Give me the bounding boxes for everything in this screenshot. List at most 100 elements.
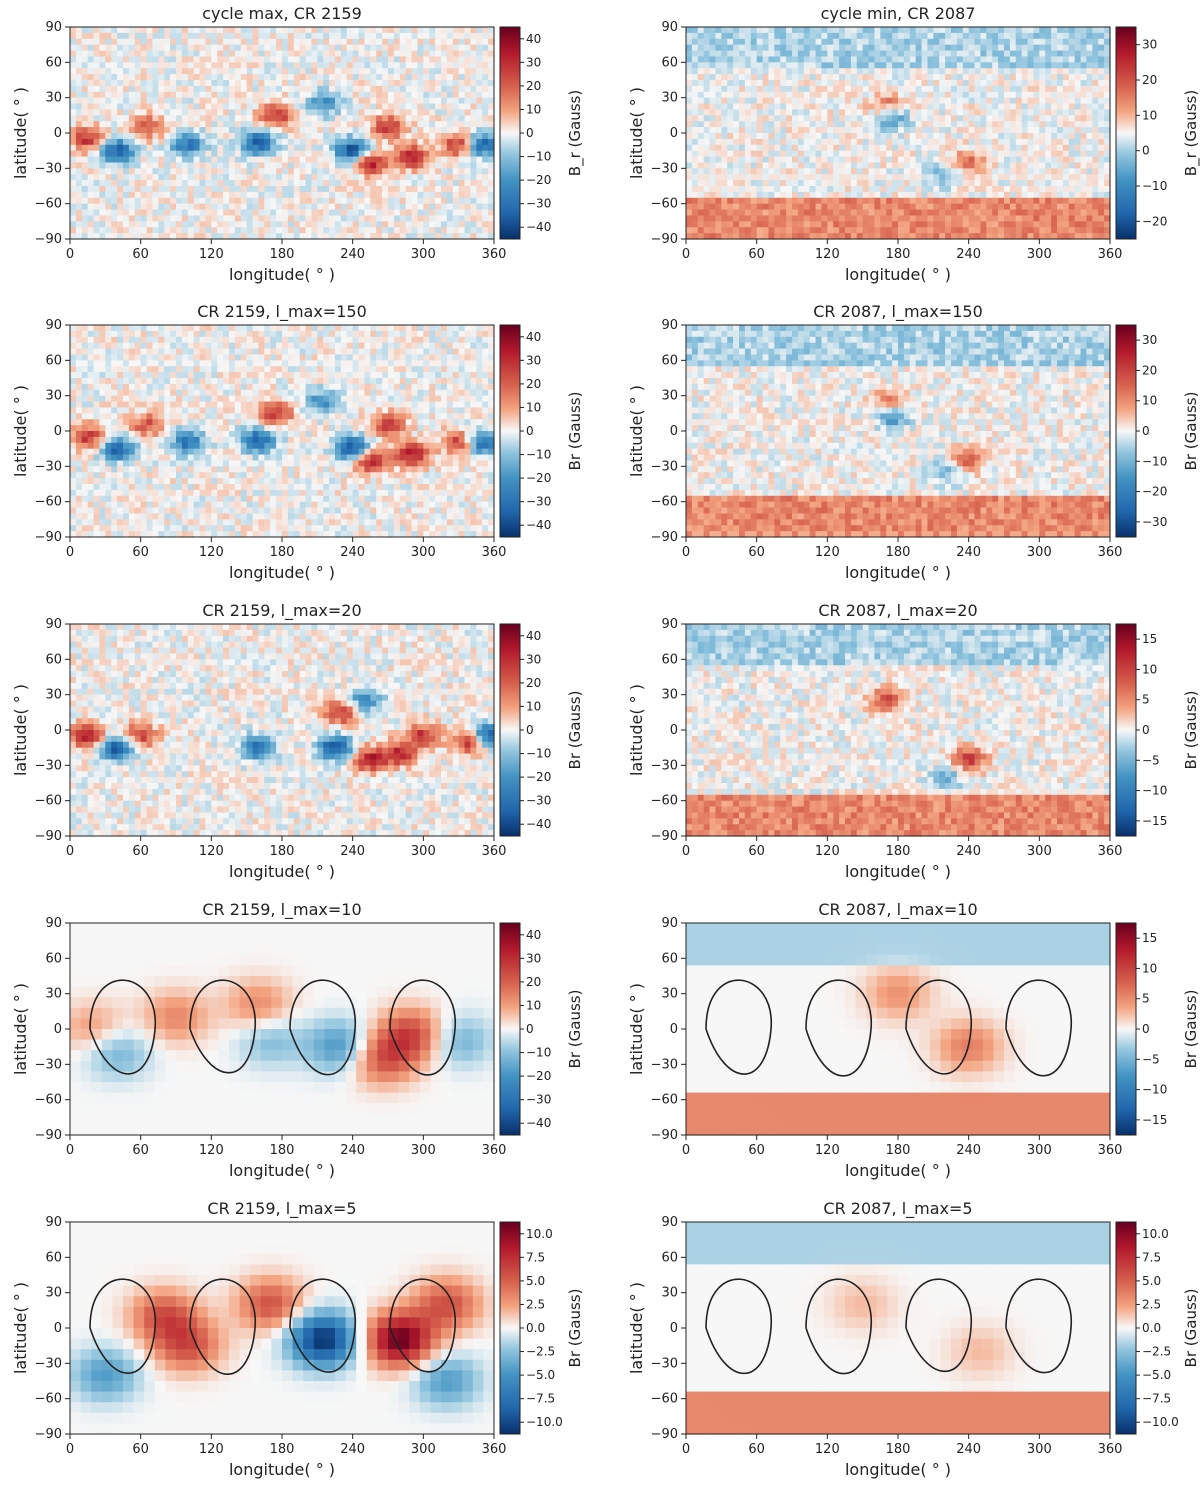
y-tick-label: −90 xyxy=(651,829,678,844)
colorbar-tick-label: 30 xyxy=(526,951,541,965)
y-tick-label: 0 xyxy=(670,424,678,439)
x-tick-label: 120 xyxy=(199,247,224,262)
chart-title: CR 2159, l_max=150 xyxy=(197,302,367,322)
x-tick-label: 300 xyxy=(411,1442,436,1457)
x-tick-label: 120 xyxy=(199,1442,224,1457)
y-tick-label: 30 xyxy=(661,688,678,703)
colorbar-tick-label: 10 xyxy=(1142,394,1157,408)
colorbar-tick-label: −10 xyxy=(1142,179,1167,193)
x-tick-label: 180 xyxy=(886,247,911,262)
colorbar-tick-label: 20 xyxy=(1142,363,1157,377)
y-axis-label: latitude( ° ) xyxy=(627,684,646,776)
colorbar-label: Br (Gauss) xyxy=(1182,990,1200,1069)
x-tick-label: 0 xyxy=(66,1143,74,1158)
x-tick-label: 0 xyxy=(682,1143,690,1158)
polarity-contour xyxy=(89,979,456,1076)
colorbar-label: Br (Gauss) xyxy=(566,691,584,770)
colorbar xyxy=(499,922,521,1136)
y-tick-label: −30 xyxy=(651,1356,678,1371)
chart-title: CR 2087, l_max=20 xyxy=(818,601,977,621)
y-axis-label: latitude( ° ) xyxy=(11,1282,30,1374)
y-tick-label: 0 xyxy=(54,126,62,141)
chart-panel-6: CR 2087, l_max=200 60 120 180 240 300 36090603… xyxy=(627,601,1200,881)
x-tick-label: 180 xyxy=(270,844,295,859)
colorbar-tick-label: 2.5 xyxy=(1142,1297,1161,1311)
x-tick-label: 60 xyxy=(132,247,149,262)
colorbar-tick-label: 5.0 xyxy=(526,1274,545,1288)
y-tick-label: −30 xyxy=(35,1356,62,1371)
y-axis-label: latitude( ° ) xyxy=(11,983,30,1075)
colorbar-tick-label: 10.0 xyxy=(1142,1227,1169,1241)
x-tick-label: 360 xyxy=(1098,1442,1123,1457)
y-tick-label: 30 xyxy=(661,1286,678,1301)
y-tick-label: 0 xyxy=(54,1022,62,1037)
colorbar-tick-label: 30 xyxy=(526,652,541,666)
colorbar-tick-label: 40 xyxy=(526,32,541,46)
colorbar-tick-label: −15 xyxy=(1142,1113,1167,1127)
chart-panel-10: CR 2087, l_max=50 60 120 180 240 300 360906030… xyxy=(627,1199,1200,1479)
chart-title: CR 2087, l_max=10 xyxy=(818,900,977,920)
colorbar-tick-label: −40 xyxy=(526,817,551,831)
chart-title: CR 2087, l_max=150 xyxy=(813,302,983,322)
chart-title: CR 2159, l_max=5 xyxy=(207,1199,356,1219)
heatmap-cells xyxy=(686,325,1111,538)
colorbar-tick-label: −20 xyxy=(1142,485,1167,499)
heatmap-cells xyxy=(686,624,1111,837)
x-tick-label: 180 xyxy=(270,1442,295,1457)
y-tick-label: −90 xyxy=(651,232,678,247)
y-tick-label: −90 xyxy=(35,1427,62,1442)
colorbar-tick-label: −5 xyxy=(1142,753,1160,767)
x-tick-label: 120 xyxy=(815,1442,840,1457)
colorbar-tick-label: 10 xyxy=(526,400,541,414)
x-axis-label: longitude( ° ) xyxy=(845,862,951,881)
x-tick-label: 0 xyxy=(66,247,74,262)
x-tick-label: 240 xyxy=(956,247,981,262)
heatmap-cells xyxy=(70,27,495,240)
chart-title: cycle min, CR 2087 xyxy=(821,4,976,23)
colorbar-label: Br (Gauss) xyxy=(566,990,584,1069)
colorbar xyxy=(1115,1221,1137,1435)
x-tick-label: 120 xyxy=(815,844,840,859)
colorbar-tick-label: −10 xyxy=(1142,454,1167,468)
colorbar-tick-label: 15 xyxy=(1142,931,1157,945)
x-tick-label: 180 xyxy=(270,545,295,560)
colorbar xyxy=(1115,324,1137,538)
colorbar-label: B_r (Gauss) xyxy=(566,90,585,176)
x-tick-label: 0 xyxy=(66,545,74,560)
y-tick-label: 60 xyxy=(45,951,62,966)
x-tick-label: 360 xyxy=(1098,1143,1123,1158)
x-tick-label: 60 xyxy=(132,844,149,859)
colorbar xyxy=(1115,26,1137,240)
x-tick-label: 360 xyxy=(1098,545,1123,560)
x-tick-label: 300 xyxy=(411,844,436,859)
y-axis-label: latitude( ° ) xyxy=(11,684,30,776)
y-tick-label: 60 xyxy=(661,951,678,966)
chart-panel-8: CR 2087, l_max=100 60 120 180 240 300 36090603… xyxy=(627,900,1200,1180)
x-tick-label: 180 xyxy=(270,247,295,262)
chart-title: CR 2087, l_max=5 xyxy=(823,1199,972,1219)
y-tick-label: −30 xyxy=(35,161,62,176)
y-tick-label: −60 xyxy=(35,1093,62,1108)
x-tick-label: 300 xyxy=(1027,1143,1052,1158)
y-tick-label: −60 xyxy=(35,197,62,212)
colorbar-tick-label: 0 xyxy=(1142,1022,1150,1036)
y-tick-label: 30 xyxy=(45,389,62,404)
x-tick-label: 240 xyxy=(956,545,981,560)
colorbar-tick-label: 20 xyxy=(526,79,541,93)
x-tick-label: 360 xyxy=(482,545,507,560)
colorbar-tick-label: −10 xyxy=(526,1046,551,1060)
colorbar-tick-label: −30 xyxy=(526,495,551,509)
x-tick-label: 240 xyxy=(956,1143,981,1158)
x-tick-label: 300 xyxy=(1027,247,1052,262)
y-tick-label: 90 xyxy=(661,1215,678,1230)
y-tick-label: 90 xyxy=(661,617,678,632)
x-tick-label: 0 xyxy=(682,545,690,560)
colorbar-tick-label: −2.5 xyxy=(526,1345,555,1359)
x-tick-label: 60 xyxy=(748,1442,765,1457)
colorbar xyxy=(499,324,521,538)
colorbar-tick-label: −2.5 xyxy=(1142,1345,1171,1359)
colorbar-tick-label: −30 xyxy=(526,794,551,808)
y-tick-label: 0 xyxy=(670,723,678,738)
x-tick-label: 240 xyxy=(340,545,365,560)
